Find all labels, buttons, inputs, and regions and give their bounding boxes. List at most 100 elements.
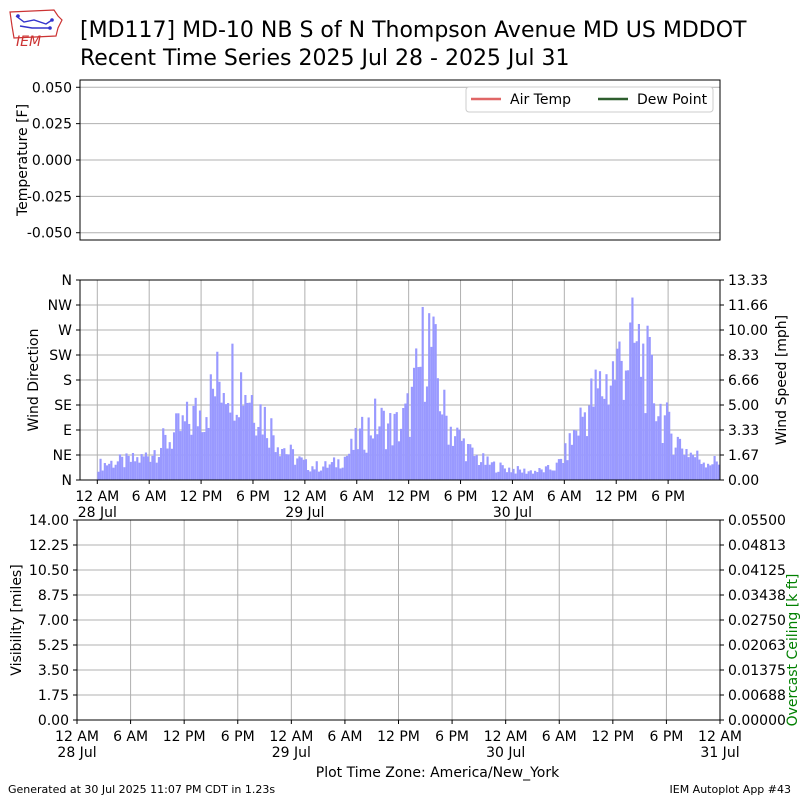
vis-x-tick-label: 12 PM bbox=[377, 729, 420, 745]
vis-x-tick-label: 12 AM bbox=[698, 729, 742, 745]
ceiling-tick-label: 0.00688 bbox=[728, 688, 786, 704]
ceiling-tick-label: 0.03438 bbox=[728, 588, 786, 604]
wind-speed-bar bbox=[683, 454, 686, 480]
wind-speed-bar bbox=[380, 407, 383, 480]
iowa-state-outline-icon bbox=[9, 9, 63, 39]
wind-speed-bar bbox=[121, 456, 124, 480]
wind-speed-bar bbox=[495, 472, 498, 480]
wind-speed-bar bbox=[114, 464, 117, 480]
wind-speed-bar bbox=[222, 392, 225, 480]
wind-speed-bar bbox=[534, 470, 537, 480]
wind-speed-bar bbox=[637, 323, 640, 480]
temperature-panel: 0.050 0.025 0.000 -0.025 -0.050 Temperature [… bbox=[15, 79, 721, 242]
wind-speed-bar bbox=[378, 426, 381, 480]
vis-x-tick-label: 6 AM bbox=[113, 729, 148, 745]
logo-flow-lines-icon bbox=[15, 15, 53, 29]
wind-speed-bar bbox=[365, 452, 368, 480]
wind-speed-bar bbox=[492, 461, 496, 480]
wind-speed-bar bbox=[436, 378, 439, 480]
wind-speed-bar bbox=[538, 468, 541, 480]
wind-speed-bar bbox=[389, 413, 392, 480]
wind-speed-bar bbox=[510, 472, 513, 480]
generated-timestamp: Generated at 30 Jul 2025 11:07 PM CDT in… bbox=[8, 783, 276, 796]
wind-speed-bar bbox=[285, 454, 288, 480]
wind-speed-bar bbox=[356, 449, 359, 480]
wind-x-tick-label: 6 AM bbox=[339, 489, 374, 505]
vis-x-day-label: 30 Jul bbox=[486, 745, 525, 761]
wind-speed-bar bbox=[218, 381, 221, 480]
wind-speed-bar bbox=[328, 464, 331, 480]
wind-speed-bar bbox=[635, 341, 638, 480]
wind-speed-bar bbox=[715, 461, 718, 480]
wind-speed-bar bbox=[307, 470, 310, 480]
wind-speed-bar bbox=[257, 426, 260, 480]
wind-speed-tick-label: 5.00 bbox=[728, 398, 759, 414]
wind-speed-bar bbox=[471, 447, 474, 480]
wind-speed-bar bbox=[696, 450, 699, 480]
wind-x-tick-label: 12 PM bbox=[387, 489, 430, 505]
temp-tick-label: 0.000 bbox=[32, 153, 72, 169]
wind-speed-bar bbox=[172, 432, 176, 480]
wind-speed-bar bbox=[320, 470, 323, 480]
wind-speed-bar bbox=[564, 443, 567, 480]
wind-speed-bar bbox=[209, 374, 212, 480]
wind-speed-bar bbox=[326, 467, 329, 480]
wind-speed-bar bbox=[147, 456, 150, 480]
wind-speed-bar bbox=[508, 467, 511, 480]
wind-speed-bar bbox=[462, 438, 465, 480]
wind-speed-bar bbox=[324, 461, 327, 480]
wind-x-day-label: 29 Jul bbox=[285, 505, 324, 521]
wind-speed-bar bbox=[103, 463, 106, 480]
wind-speed-bar bbox=[268, 447, 271, 480]
vis-axes-frame bbox=[76, 519, 721, 721]
wind-speed-bar bbox=[177, 413, 180, 480]
wind-speed-bar bbox=[162, 428, 165, 480]
wind-speed-bar bbox=[642, 343, 645, 480]
wind-speed-bar bbox=[404, 403, 407, 480]
wind-speed-bar bbox=[700, 463, 703, 480]
vis-x-tick-label: 12 AM bbox=[484, 729, 528, 745]
wind-speed-bar bbox=[170, 448, 173, 480]
vis-x-tick-label: 6 PM bbox=[649, 729, 683, 745]
wind-speed-bar bbox=[330, 462, 333, 480]
wind-speed-bar bbox=[410, 386, 413, 480]
wind-speed-bar bbox=[512, 468, 515, 480]
wind-speed-bar bbox=[112, 467, 115, 480]
wind-speed-bar bbox=[588, 405, 591, 480]
wind-speed-bar bbox=[233, 420, 236, 480]
wind-speed-bar bbox=[358, 428, 362, 480]
wind-x-tick-label: 6 PM bbox=[444, 489, 478, 505]
wind-speed-bar bbox=[652, 403, 656, 480]
wind-speed-bar bbox=[577, 435, 580, 480]
wind-speed-bar bbox=[287, 454, 290, 480]
wind-speed-bar bbox=[216, 351, 219, 480]
wind-speed-bar bbox=[211, 388, 215, 480]
wind-speed-bar bbox=[499, 462, 502, 480]
wind-speed-bar bbox=[160, 447, 163, 480]
wind-speed-tick-label: 6.66 bbox=[728, 373, 759, 389]
wind-speed-bar bbox=[181, 415, 184, 480]
wind-speed-bar bbox=[678, 438, 682, 480]
wind-speed-bar bbox=[521, 472, 524, 480]
wind-speed-bar bbox=[432, 316, 435, 480]
wind-speed-bar bbox=[594, 369, 597, 480]
wind-speed-bar bbox=[214, 396, 217, 480]
wind-speed-bar bbox=[640, 376, 643, 480]
wind-speed-bar bbox=[698, 459, 701, 480]
vis-x-tick-label: 6 AM bbox=[327, 729, 362, 745]
legend-label-air-temp: Air Temp bbox=[510, 92, 571, 108]
wind-speed-bar bbox=[486, 456, 489, 480]
wind-speed-bar bbox=[229, 412, 232, 480]
wind-speed-bar bbox=[309, 471, 312, 480]
wind-speed-bar bbox=[337, 459, 340, 480]
wind-speed-tick-label: 1.67 bbox=[728, 448, 759, 464]
wind-speed-bar bbox=[259, 404, 262, 480]
wind-speed-bar bbox=[549, 469, 552, 480]
wind-speed-bar bbox=[592, 406, 595, 480]
wind-speed-tick-label: 10.00 bbox=[728, 323, 768, 339]
wind-speed-bar bbox=[261, 434, 264, 480]
wind-speed-bar bbox=[105, 465, 109, 480]
vis-x-day-label: 28 Jul bbox=[57, 745, 96, 761]
wind-speed-bar bbox=[674, 447, 677, 480]
wind-speed-bar bbox=[322, 466, 325, 480]
